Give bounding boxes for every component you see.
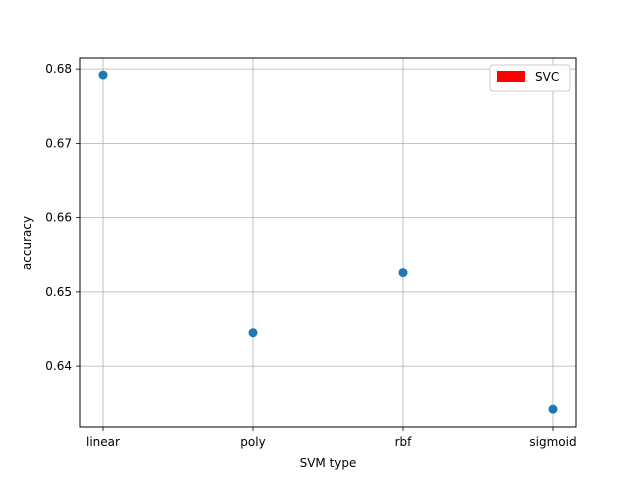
x-tick-label: rbf [395, 435, 413, 449]
legend-label: SVC [535, 70, 559, 84]
y-tick-label: 0.64 [45, 359, 72, 373]
grid [80, 58, 576, 427]
y-tick-label: 0.68 [45, 62, 72, 76]
legend-swatch [497, 71, 525, 82]
y-axis-label: accuracy [20, 216, 34, 270]
x-tick-label: linear [86, 435, 120, 449]
x-axis-label: SVM type [300, 456, 357, 470]
data-point-sigmoid [548, 404, 558, 414]
y-tick-label: 0.67 [45, 136, 72, 150]
ticks: linear poly rbf sigmoid 0.64 0.65 0.66 0.67 0.68 [45, 62, 576, 449]
plot-frame [79, 57, 577, 428]
data-points [98, 70, 558, 414]
x-tick-label: sigmoid [529, 435, 576, 449]
data-point-poly [248, 328, 258, 338]
data-point-linear [98, 70, 108, 80]
y-tick-label: 0.66 [45, 211, 72, 225]
x-tick-label: poly [240, 435, 265, 449]
y-tick-label: 0.65 [45, 285, 72, 299]
data-point-rbf [398, 268, 408, 278]
legend: SVC [489, 64, 571, 92]
